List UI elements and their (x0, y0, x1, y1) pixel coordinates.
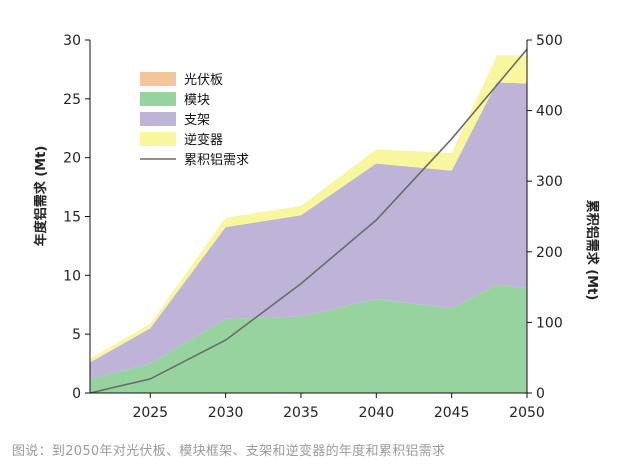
cumulative-demand-line (89, 48, 528, 394)
figure-caption: 图说：到2050年对光伏板、模块框架、支架和逆变器的年度和累积铝需求 (12, 444, 446, 459)
y-tick-label-right: 0 (536, 386, 545, 402)
y-tick-label-left: 10 (63, 268, 81, 284)
area-series-2 (90, 82, 527, 379)
y-tick-label-left: 15 (63, 210, 81, 226)
legend-label: 支架 (184, 113, 210, 128)
legend-swatch (140, 132, 176, 146)
y-tick-label-left: 25 (63, 92, 81, 108)
y-tick-label-right: 100 (536, 315, 563, 331)
y-tick-label-right: 300 (536, 174, 563, 190)
y-tick-label-left: 0 (72, 386, 81, 402)
legend-swatch (140, 92, 176, 106)
x-tick-label: 2025 (132, 405, 168, 421)
x-tick-label: 2045 (434, 405, 470, 421)
legend-label: 累积铝需求 (184, 153, 249, 168)
legend-label: 模块 (184, 93, 210, 108)
legend-label: 光伏板 (184, 73, 223, 88)
y-axis-label-left: 年度铝需求 (Mt) (33, 146, 49, 247)
x-tick-label: 2040 (358, 405, 394, 421)
y-tick-label-right: 500 (536, 33, 563, 49)
cumulative-line-layer (89, 48, 528, 394)
legend-swatch (140, 72, 176, 86)
x-tick-label: 2050 (509, 405, 545, 421)
legend-swatch (140, 112, 176, 126)
legend-label: 逆变器 (184, 132, 223, 148)
y-tick-label-left: 20 (63, 151, 81, 167)
area-series-1 (90, 284, 527, 393)
area-layer (90, 55, 527, 393)
y-tick-label-left: 30 (63, 33, 81, 49)
y-tick-label-right: 200 (536, 245, 563, 261)
x-tick-label: 2030 (208, 405, 244, 421)
y-tick-label-left: 5 (72, 327, 81, 343)
area-series-3 (90, 55, 527, 363)
y-tick-label-right: 400 (536, 104, 563, 120)
x-tick-label: 2035 (283, 405, 319, 421)
y-axis-label-right: 累积铝需求 (Mt) (584, 200, 600, 301)
